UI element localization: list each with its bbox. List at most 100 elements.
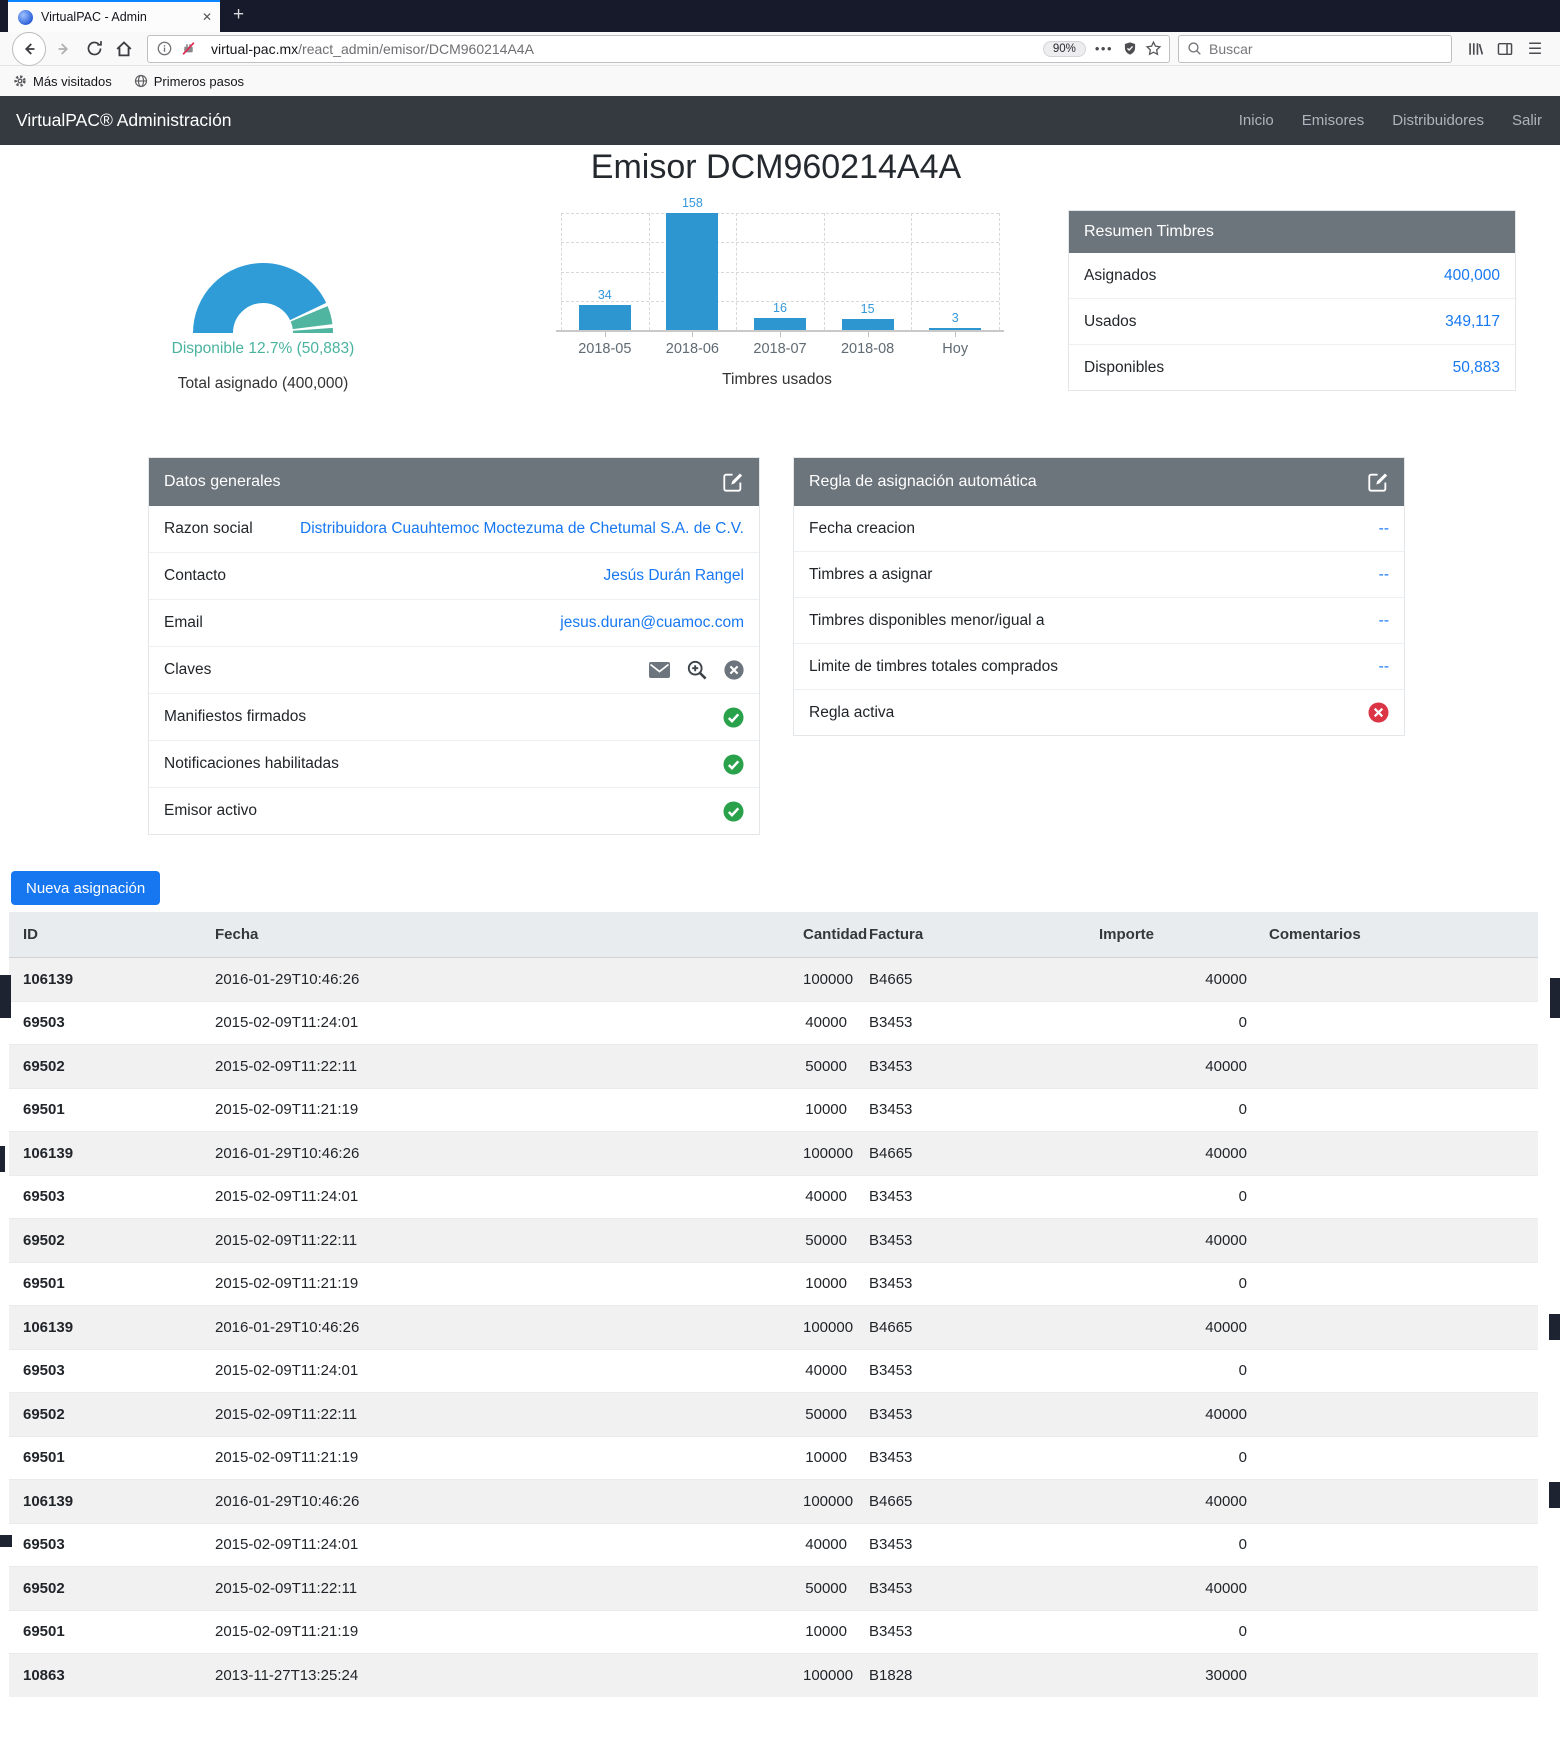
field-value-link[interactable]: Distribuidora Cuauhtemoc Moctezuma de Ch…: [300, 520, 744, 537]
bookmark-most-visited[interactable]: Más visitados: [13, 74, 112, 89]
panel-row: Timbres a asignar --: [794, 552, 1404, 598]
table-row[interactable]: 69503 2015-02-09T11:24:01 40000 B3453 0: [9, 1000, 1538, 1045]
table-row[interactable]: 106139 2016-01-29T10:46:26 100000 B4665 4000…: [9, 1479, 1538, 1523]
bookmark-star-icon[interactable]: [1145, 40, 1162, 57]
cell: 2015-02-09T11:22:11: [201, 1566, 789, 1610]
table-row[interactable]: 69502 2015-02-09T11:22:11 50000 B3453 40000: [9, 1392, 1538, 1436]
url-text[interactable]: virtual-pac.mx/react_admin/emisor/DCM960…: [211, 41, 1043, 57]
library-icon[interactable]: [1460, 35, 1490, 63]
brand[interactable]: VirtualPAC® Administración: [16, 110, 232, 130]
field-value-link[interactable]: Jesús Durán Rangel: [603, 567, 744, 584]
tab-title: VirtualPAC - Admin: [41, 10, 147, 24]
cell: B4665: [855, 957, 1085, 1001]
column-header-comentarios: Comentarios: [1255, 912, 1538, 958]
cell: 69501: [9, 1087, 201, 1132]
edit-icon[interactable]: [722, 471, 744, 493]
gridline: [561, 300, 999, 302]
bar-2018-08: [841, 318, 894, 330]
axis-tick: [780, 332, 781, 337]
cell: 100000: [789, 1305, 855, 1349]
table-row[interactable]: 69501 2015-02-09T11:21:19 10000 B3453 0: [9, 1609, 1538, 1654]
bookmark-label: Primeros pasos: [153, 73, 245, 89]
cell: 10000: [789, 1261, 855, 1306]
zoom-in-icon[interactable]: [687, 660, 707, 680]
cell: [1255, 1087, 1538, 1132]
search-box[interactable]: Buscar: [1178, 34, 1452, 63]
cell: [1255, 1261, 1538, 1306]
panel-row: Manifiestos firmados: [149, 694, 759, 741]
cell: 69502: [9, 1566, 201, 1610]
nav-link-3[interactable]: Salir: [1511, 112, 1542, 129]
cell: 69502: [9, 1392, 201, 1436]
bookmark-getting-started[interactable]: Primeros pasos: [134, 74, 244, 89]
cell: [1255, 1131, 1538, 1175]
bar-value-label: 34: [597, 287, 612, 302]
cell: 2016-01-29T10:46:26: [201, 1479, 789, 1523]
cell: 40000: [789, 1174, 855, 1219]
cell: 69501: [9, 1261, 201, 1306]
envelope-icon[interactable]: [649, 662, 670, 678]
table-row[interactable]: 69503 2015-02-09T11:24:01 40000 B3453 0: [9, 1174, 1538, 1219]
table-row[interactable]: 106139 2016-01-29T10:46:26 100000 B4665 4000…: [9, 1305, 1538, 1349]
sidebar-icon[interactable]: [1490, 35, 1520, 63]
table-row[interactable]: 69503 2015-02-09T11:24:01 40000 B3453 0: [9, 1348, 1538, 1393]
cell: 0: [1085, 1522, 1255, 1567]
cell: B3453: [855, 1000, 1085, 1045]
table-row[interactable]: 69501 2015-02-09T11:21:19 10000 B3453 0: [9, 1435, 1538, 1480]
nav-link-1[interactable]: Emisores: [1301, 112, 1365, 129]
field-value-link[interactable]: jesus.duran@cuamoc.com: [560, 614, 744, 631]
remove-key-icon[interactable]: [724, 660, 744, 680]
back-button[interactable]: [12, 31, 46, 66]
forward-button[interactable]: [49, 35, 79, 63]
page-actions-icon[interactable]: •••: [1094, 41, 1113, 56]
cell: B3453: [855, 1609, 1085, 1654]
cell: 2016-01-29T10:46:26: [201, 957, 789, 1001]
table-row[interactable]: 69502 2015-02-09T11:22:11 50000 B3453 40000: [9, 1044, 1538, 1088]
close-tab-icon[interactable]: ✕: [201, 10, 212, 24]
browser-tab[interactable]: VirtualPAC - Admin ✕: [8, 0, 220, 32]
field-label: Regla activa: [809, 703, 895, 721]
nav-link-2[interactable]: Distribuidores: [1392, 112, 1484, 129]
menu-icon[interactable]: ☰: [1527, 40, 1543, 58]
table-row[interactable]: 106139 2016-01-29T10:46:26 100000 B4665 4000…: [9, 957, 1538, 1001]
cell: 2016-01-29T10:46:26: [201, 1131, 789, 1175]
table-row[interactable]: 69502 2015-02-09T11:22:11 50000 B3453 40000: [9, 1566, 1538, 1610]
new-tab-button[interactable]: +: [233, 4, 245, 25]
home-button[interactable]: [109, 35, 139, 63]
edit-icon[interactable]: [1367, 471, 1389, 493]
cell: B1828: [855, 1653, 1085, 1697]
table-row[interactable]: 69501 2015-02-09T11:21:19 10000 B3453 0: [9, 1261, 1538, 1306]
field-label: Usados: [1084, 312, 1137, 330]
datos-generales-panel: Datos generales Razon social Distribuidor…: [148, 457, 760, 835]
table-row[interactable]: 69503 2015-02-09T11:24:01 40000 B3453 0: [9, 1522, 1538, 1567]
artifact-bar: [1550, 978, 1560, 1018]
cell: 0: [1085, 1261, 1255, 1306]
artifact-bar: [1549, 1482, 1560, 1508]
cell: 40000: [1085, 1566, 1255, 1610]
table-row[interactable]: 10863 2013-11-27T13:25:24 100000 B1828 30000: [9, 1653, 1538, 1697]
page-info-icon[interactable]: [156, 40, 173, 57]
bar-chart-title: Timbres usados: [722, 371, 832, 388]
tracking-shield-icon[interactable]: [1122, 40, 1138, 57]
regla-panel: Regla de asignación automática Fecha cre…: [793, 457, 1405, 736]
table-row[interactable]: 69502 2015-02-09T11:22:11 50000 B3453 40000: [9, 1218, 1538, 1262]
reload-button[interactable]: [79, 35, 109, 63]
cell: 106139: [9, 1479, 201, 1523]
cell: 2015-02-09T11:22:11: [201, 1218, 789, 1262]
cell: 50000: [789, 1218, 855, 1262]
table-row[interactable]: 69501 2015-02-09T11:21:19 10000 B3453 0: [9, 1087, 1538, 1132]
cell: [1255, 1000, 1538, 1045]
table-row[interactable]: 106139 2016-01-29T10:46:26 100000 B4665 4000…: [9, 1131, 1538, 1175]
x-axis-label: Hoy: [942, 341, 969, 357]
field-value: --: [1378, 657, 1389, 675]
cell: 100000: [789, 1479, 855, 1523]
cell: 2015-02-09T11:24:01: [201, 1174, 789, 1219]
nav-link-0[interactable]: Inicio: [1238, 112, 1274, 129]
axis-tick: [955, 332, 957, 337]
url-bar[interactable]: virtual-pac.mx/react_admin/emisor/DCM960…: [147, 34, 1170, 63]
new-asignacion-button[interactable]: Nueva asignación: [11, 871, 161, 905]
plugin-blocked-icon[interactable]: [180, 40, 197, 57]
zoom-level-badge[interactable]: 90%: [1042, 40, 1086, 57]
cell: B3453: [855, 1174, 1085, 1219]
panel-row: Emisor activo: [149, 788, 759, 834]
